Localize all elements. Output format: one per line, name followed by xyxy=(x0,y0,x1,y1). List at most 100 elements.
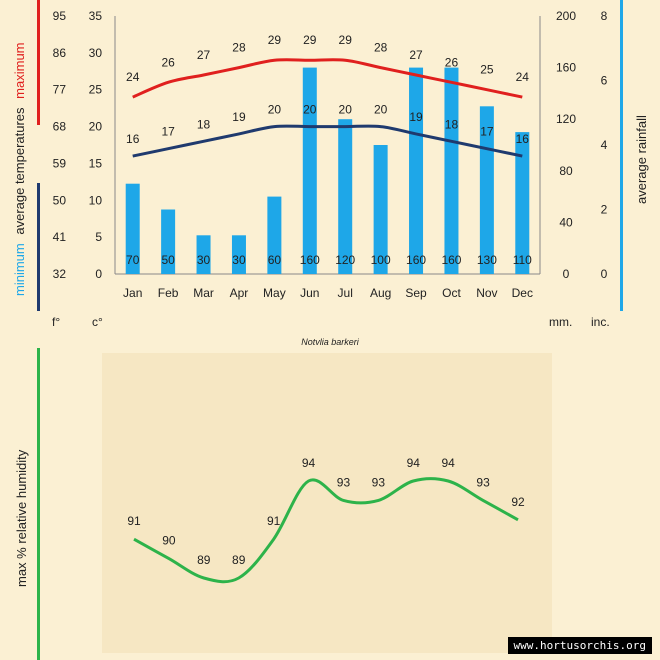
rainfall-bar xyxy=(196,235,211,274)
x-category-label: Jul xyxy=(338,286,353,300)
rainfall-bar xyxy=(373,145,388,274)
rainfall-bar xyxy=(515,132,530,274)
fahrenheit-tick-label: 77 xyxy=(53,83,67,97)
fahrenheit-tick-label: 59 xyxy=(53,156,67,170)
rainfall-data-label: 160 xyxy=(300,253,320,267)
celsius-tick-label: 15 xyxy=(89,156,103,170)
chart-subtitle: Notylia barkeri xyxy=(301,337,360,345)
inch-unit-label: inc. xyxy=(591,315,610,329)
x-category-label: Sep xyxy=(405,286,427,300)
celsius-unit-label: c° xyxy=(92,315,103,329)
humidity-labels: 91 90 89 89 91 94 93 93 94 94 93 92 xyxy=(127,456,525,567)
fahrenheit-tick-label: 68 xyxy=(53,120,67,134)
fahrenheit-tick-label: 50 xyxy=(53,193,67,207)
fahrenheit-tick-label: 32 xyxy=(53,267,67,281)
humidity-data-label: 94 xyxy=(442,456,456,470)
mm-tick-label: 0 xyxy=(563,267,570,281)
mm-tick-label: 120 xyxy=(556,112,576,126)
rainfall-data-label: 130 xyxy=(477,253,497,267)
celsius-tick-label: 25 xyxy=(89,83,103,97)
x-category-label: Mar xyxy=(193,286,214,300)
mm-tick-label: 200 xyxy=(556,9,576,23)
mm-tick-label: 40 xyxy=(559,215,573,229)
rainfall-data-label: 110 xyxy=(513,253,532,267)
x-category-label: May xyxy=(263,286,286,300)
inch-tick-label: 0 xyxy=(601,267,608,281)
rainfall-bars xyxy=(125,67,530,274)
humidity-line xyxy=(133,477,519,584)
celsius-tick-label: 20 xyxy=(89,120,103,134)
inch-tick-label: 2 xyxy=(601,203,608,217)
minimum-label: minimum xyxy=(12,243,27,296)
rainfall-data-label: 160 xyxy=(441,253,461,267)
mm-unit-label: mm. xyxy=(549,315,572,329)
humidity-data-label: 94 xyxy=(407,456,421,470)
minimum-data-label: 20 xyxy=(303,103,317,117)
minimum-data-label: 19 xyxy=(232,110,246,124)
rainfall-data-label: 30 xyxy=(197,253,211,267)
rainfall-data-label: 60 xyxy=(268,253,282,267)
temperature-lines xyxy=(132,58,523,158)
rainfall-data-label: 70 xyxy=(126,253,140,267)
humidity-chart: 91 90 89 89 91 94 93 93 94 94 93 92 xyxy=(127,456,525,584)
celsius-tick-label: 10 xyxy=(89,193,103,207)
humidity-data-label: 89 xyxy=(197,553,211,567)
maximum-data-label: 24 xyxy=(126,70,140,84)
x-category-label: Nov xyxy=(476,286,497,300)
rainfall-bar xyxy=(338,119,353,274)
humidity-data-label: 93 xyxy=(476,475,490,489)
data-labels: 24 26 27 28 29 29 29 28 27 26 25 24 16 17 18 19 20 20 20 20… xyxy=(126,33,532,267)
rainfall-bar xyxy=(125,183,140,274)
fahrenheit-unit-label: f° xyxy=(52,315,60,329)
humidity-data-label: 90 xyxy=(162,534,176,548)
celsius-tick-label: 35 xyxy=(89,9,103,23)
minimum-data-label: 20 xyxy=(374,103,388,117)
rainfall-data-label: 120 xyxy=(335,253,355,267)
humidity-data-label: 89 xyxy=(232,553,246,567)
x-category-label: Jan xyxy=(123,286,142,300)
humidity-data-label: 94 xyxy=(302,456,316,470)
x-category-label: Dec xyxy=(512,286,533,300)
axis-ticks: 0325411050155920682577308635950408012016… xyxy=(53,9,608,281)
average-temperatures-label: average temperatures xyxy=(12,107,27,235)
maximum-indicator-bar xyxy=(37,0,40,125)
watermark: www.hortusorchis.org xyxy=(507,637,652,654)
x-axis-categories: Jan Feb Mar Apr May Jun Jul Aug Sep Oct Nov Dec xyxy=(123,286,533,300)
maximum-data-label: 28 xyxy=(374,41,388,55)
minimum-temperature-line xyxy=(132,124,523,158)
climate-chart: minimum average temperatures maximum ave… xyxy=(12,0,649,345)
maximum-label: maximum xyxy=(12,42,27,98)
maximum-data-label: 26 xyxy=(161,55,175,69)
x-category-label: Feb xyxy=(158,286,179,300)
rainfall-data-label: 160 xyxy=(406,253,426,267)
maximum-data-label: 26 xyxy=(445,55,459,69)
rainfall-data-label: 50 xyxy=(161,253,175,267)
humidity-data-label: 93 xyxy=(372,475,386,489)
humidity-data-label: 91 xyxy=(267,514,281,528)
rainfall-data-label: 100 xyxy=(371,253,391,267)
minimum-data-label: 17 xyxy=(480,125,494,139)
y-axis-label-left: minimum average temperatures maximum xyxy=(12,42,27,296)
mm-tick-label: 160 xyxy=(556,61,576,75)
minimum-data-label: 18 xyxy=(197,117,211,131)
celsius-tick-label: 30 xyxy=(89,46,103,60)
rainfall-bar xyxy=(231,235,246,274)
inch-tick-label: 6 xyxy=(601,74,608,88)
rainfall-bar xyxy=(444,67,459,274)
maximum-data-label: 27 xyxy=(409,48,423,62)
maximum-data-label: 28 xyxy=(232,41,246,55)
maximum-data-label: 29 xyxy=(303,33,317,47)
inch-tick-label: 8 xyxy=(601,9,608,23)
maximum-data-label: 27 xyxy=(197,48,211,62)
svg-text:max % relative humidity: max % relative humidity xyxy=(14,449,29,587)
y-axis-label-right: average rainfall xyxy=(634,115,649,204)
x-category-label: Apr xyxy=(230,286,249,300)
celsius-tick-label: 5 xyxy=(95,230,102,244)
minimum-data-label: 20 xyxy=(268,103,282,117)
fahrenheit-tick-label: 41 xyxy=(53,230,67,244)
minimum-data-label: 19 xyxy=(409,110,423,124)
humidity-data-label: 93 xyxy=(337,475,351,489)
x-category-label: Jun xyxy=(300,286,319,300)
humidity-data-label: 91 xyxy=(127,514,141,528)
celsius-tick-label: 0 xyxy=(95,267,102,281)
